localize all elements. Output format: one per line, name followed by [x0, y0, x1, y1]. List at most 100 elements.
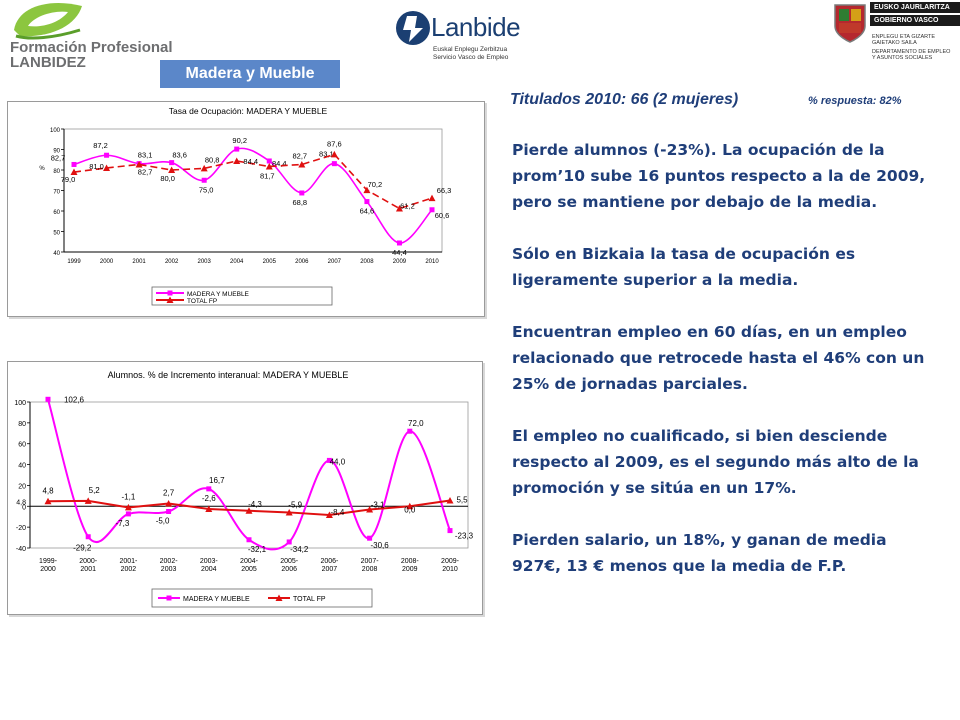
data-point-madera — [169, 160, 175, 166]
plot-area — [63, 128, 443, 253]
fp-logo-line1: Formación Profesional — [10, 39, 173, 56]
data-point-total-fp — [103, 164, 111, 171]
enrollment-change-svg: Alumnos. % de Incremento interanual: MAD… — [14, 370, 474, 608]
data-point-total-fp — [200, 164, 208, 172]
y-tick-label: 20 — [18, 483, 26, 490]
legend-marker-total-fp — [275, 594, 283, 601]
data-label-total-fp: 0,0 — [404, 505, 416, 514]
data-point-total-fp — [325, 511, 333, 519]
data-label-total-fp: 5,2 — [89, 486, 101, 495]
coat-of-arms-icon — [834, 4, 866, 43]
x-tick-label: 2010 — [425, 259, 439, 265]
series-line-total-fp — [73, 153, 433, 210]
x-tick-label: 2006- — [320, 558, 339, 565]
data-point-madera — [85, 534, 91, 540]
x-tick-label: 2003 — [161, 566, 177, 573]
y-tick-label: -40 — [16, 546, 26, 553]
lanbide-globe-icon — [396, 11, 430, 45]
y-tick-label: 90 — [53, 149, 60, 155]
data-label-madera: 83,1 — [138, 151, 153, 160]
data-label-total-fp: -4,3 — [248, 500, 262, 509]
x-tick-label: 2001 — [80, 566, 96, 573]
data-label-total-fp: 80,8 — [205, 155, 220, 164]
y-tick-label: 60 — [18, 442, 26, 449]
data-point-madera — [166, 509, 172, 514]
data-label-madera: -29,2 — [73, 544, 92, 553]
data-point-madera — [367, 535, 373, 541]
data-point-total-fp — [205, 505, 213, 512]
fp-leaf-icon — [14, 3, 82, 40]
data-point-madera — [364, 199, 370, 205]
legend-label-madera: MADERA Y MUEBLE — [183, 596, 250, 603]
formacion-profesional-logo: Formación Profesional LANBIDEZ — [4, 0, 184, 72]
data-label-madera: 75,0 — [199, 185, 214, 194]
data-label-madera: 44,0 — [330, 457, 346, 466]
gv-dept1: ENPLEGU ETA GIZARTE — [872, 34, 936, 40]
series-line-madera — [47, 399, 451, 551]
data-point-madera — [326, 457, 332, 463]
gv-dept3: DEPARTAMENTO DE EMPLEO — [872, 49, 951, 55]
data-label-total-fp: 81,7 — [260, 172, 275, 181]
data-label-total-fp: 2,7 — [163, 488, 175, 497]
x-tick-label: 2008 — [362, 566, 378, 573]
series-line-madera — [73, 147, 433, 244]
y-tick-label: 40 — [53, 251, 60, 257]
chart-title: Alumnos. % de Incremento interanual: MAD… — [108, 370, 349, 380]
data-point-madera — [104, 152, 110, 158]
data-label-total-fp: 80,0 — [160, 174, 175, 183]
data-label-madera: 90,2 — [232, 136, 247, 145]
legend-marker-madera — [166, 595, 172, 601]
x-tick-label: 2004- — [240, 558, 259, 565]
x-tick-label: 2001- — [119, 558, 138, 565]
data-label-madera: 102,6 — [64, 395, 85, 404]
y-tick-label: 70 — [53, 190, 60, 196]
gv-bar2: GOBIERNO VASCO — [870, 15, 960, 26]
summary-paragraph-4: El empleo no cualificado, si bien descie… — [512, 427, 919, 497]
data-label-madera: 68,8 — [293, 198, 308, 207]
data-label-madera: -5,0 — [156, 517, 170, 526]
data-point-total-fp — [428, 194, 436, 202]
data-label-madera: 83,6 — [172, 151, 187, 160]
x-tick-label: 2009 — [402, 566, 418, 573]
data-point-madera — [125, 511, 131, 517]
data-point-madera — [447, 528, 453, 534]
data-label-total-fp: 66,3 — [437, 186, 452, 195]
data-point-total-fp — [245, 507, 253, 514]
x-tick-label: 2001 — [132, 259, 146, 265]
x-tick-label: 1999 — [67, 259, 81, 265]
data-label-total-fp: -5,9 — [288, 500, 302, 509]
response-rate: % respuesta: 82% — [808, 95, 902, 107]
data-label-madera: 60,6 — [435, 211, 450, 220]
x-tick-label: 2009 — [393, 259, 407, 265]
summary-paragraph-1: Pierde alumnos (-23%). La ocupación de l… — [512, 141, 926, 211]
data-label-total-fp: -3,1 — [371, 501, 385, 510]
x-tick-label: 1999- — [39, 558, 58, 565]
x-tick-label: 2003 — [198, 259, 212, 265]
data-label-madera: -7,3 — [116, 519, 130, 528]
x-tick-label: 2005 — [263, 259, 277, 265]
data-label-madera: 16,7 — [209, 476, 225, 485]
data-label-madera: 84,4 — [272, 159, 287, 168]
summary-paragraph-2: Sólo en Bizkaia la tasa de ocupación es … — [512, 245, 856, 289]
x-tick-label: 2005- — [280, 558, 299, 565]
x-tick-label: 2004 — [230, 259, 244, 265]
data-point-total-fp — [446, 497, 454, 504]
x-tick-label: 2000- — [79, 558, 98, 565]
data-point-total-fp — [168, 166, 176, 173]
lanbide-sub1: Euskal Enplegu Zerbitzua — [433, 46, 508, 53]
data-point-total-fp — [366, 506, 374, 513]
data-label-madera: 64,6 — [360, 207, 375, 216]
data-point-madera — [45, 396, 51, 402]
x-tick-label: 2007 — [328, 259, 342, 265]
occupation-rate-svg: Tasa de Ocupación: MADERA Y MUEBLE 40 50 60… — [39, 106, 452, 306]
y-tick-label: 100 — [14, 400, 26, 407]
data-point-total-fp — [44, 497, 52, 505]
summary-paragraph-5: Pierden salario, un 18%, y ganan de medi… — [512, 531, 887, 575]
data-label-total-fp: 81,0 — [89, 162, 104, 171]
y-axis-label: % — [39, 166, 45, 172]
x-tick-label: 2006 — [281, 566, 297, 573]
data-label-total-fp: 5,5 — [456, 496, 468, 505]
x-tick-label: 2004 — [201, 566, 217, 573]
x-tick-label: 2009- — [441, 558, 460, 565]
lanbide-wordmark: Lanbide — [431, 12, 521, 42]
